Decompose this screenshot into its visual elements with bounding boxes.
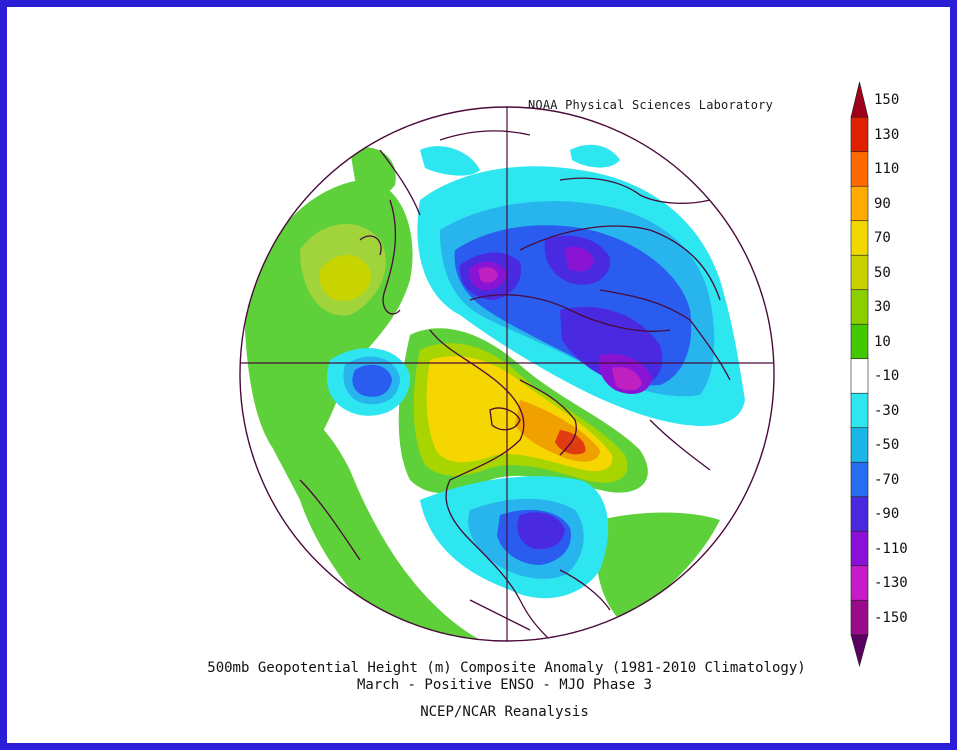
coastlines — [299, 130, 731, 641]
colorbar-segment — [850, 254, 869, 291]
colorbar-segment — [850, 392, 869, 429]
colorbar-tick-label: -150 — [874, 609, 908, 626]
colorbar-segment — [850, 599, 869, 636]
colorbar-segment — [850, 358, 869, 394]
colorbar-segment — [850, 461, 869, 498]
colorbar-tick-label: 110 — [874, 161, 900, 177]
colorbar-segment — [850, 530, 869, 567]
colorbar-tick-label: -10 — [874, 368, 900, 384]
colorbar-tick-label: 50 — [874, 264, 891, 281]
colorbar-bottom-arrow — [850, 634, 869, 668]
colorbar-tick-label: -110 — [874, 540, 908, 557]
colorbar-segment — [850, 220, 869, 256]
caption-subtitle: March - Positive ENSO - MJO Phase 3 — [356, 677, 652, 693]
colorbar-tick-label: -70 — [874, 471, 900, 488]
colorbar-tick-label: -90 — [874, 506, 900, 522]
colorbar-segment — [850, 289, 869, 325]
caption-title: 500mb Geopotential Height (m) Composite … — [207, 660, 806, 676]
colorbar-tick-label: 130 — [874, 126, 900, 143]
colorbar-tick-label: 90 — [874, 195, 891, 212]
colorbar-tick-label: 30 — [874, 299, 891, 315]
colorbar-tick-label: 150 — [874, 92, 900, 108]
colorbar-segment — [850, 116, 869, 153]
colorbar-tick-label: 10 — [874, 333, 891, 350]
map-boundary-circle — [239, 106, 775, 642]
colorbar-top-arrow — [850, 81, 869, 118]
colorbar-segment — [850, 496, 869, 532]
colorbar-tick-label: -130 — [874, 575, 908, 591]
colorbar-tick-label: -30 — [874, 402, 900, 419]
credit-label: NOAA Physical Sciences Laboratory — [528, 98, 774, 112]
colorbar-tick-label: 70 — [874, 230, 891, 246]
colorbar-tick-label: -50 — [874, 437, 900, 453]
colorbar-segment — [850, 565, 869, 601]
colorbar-segment — [850, 151, 869, 187]
colorbar-segment — [850, 185, 869, 222]
caption-source: NCEP/NCAR Reanalysis — [420, 704, 589, 720]
colorbar-segment — [850, 323, 869, 360]
anomaly-field — [240, 107, 774, 641]
colorbar-segment — [850, 427, 869, 463]
